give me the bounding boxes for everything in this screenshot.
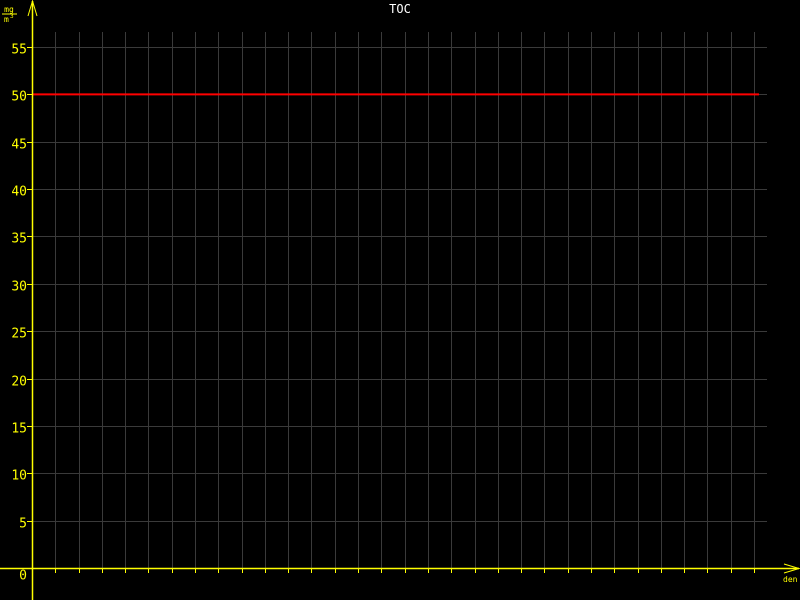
- y-tick-label: 30: [11, 280, 27, 295]
- x-axis-label: den: [783, 575, 798, 584]
- y-tick-label: 5: [19, 517, 27, 532]
- chart-title: TOC: [389, 2, 411, 16]
- y-tick-label: 25: [11, 327, 27, 342]
- y-tick-label: 10: [11, 469, 27, 484]
- y-tick-label: 45: [11, 138, 27, 153]
- y-tick-label: 15: [11, 422, 27, 437]
- y-axis-unit-exponent: 3: [10, 13, 14, 20]
- y-tick-label: 20: [11, 375, 27, 390]
- x-axis-arrow-icon: [783, 563, 800, 574]
- y-tick-label: 50: [11, 90, 27, 105]
- y-axis-arrow-icon: [27, 0, 38, 17]
- y-tick-label: 55: [11, 43, 27, 58]
- y-axis-unit-denominator: m: [4, 15, 9, 24]
- grid: [32, 32, 767, 568]
- y-tick-label: 40: [11, 185, 27, 200]
- y-tick-label: 35: [11, 232, 27, 247]
- y-axis-unit-numerator: mg: [4, 5, 14, 14]
- y-tick-label: 0: [19, 569, 27, 584]
